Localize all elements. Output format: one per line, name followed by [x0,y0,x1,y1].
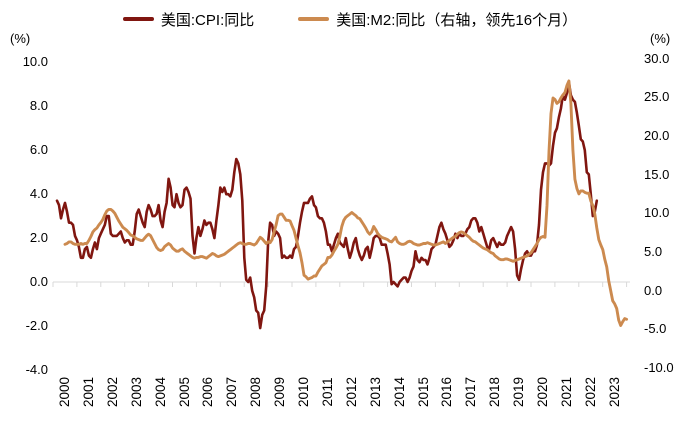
x-axis-year-label: 2014 [391,376,407,408]
right-y-axis-tick-label: 30.0 [644,50,670,66]
x-axis-year-label: 2008 [248,376,264,408]
m2-line [63,79,629,327]
x-axis-year-label: 2011 [319,377,335,407]
right-y-axis-tick-label: 25.0 [644,89,670,105]
x-axis-year-label: 2007 [224,376,240,408]
left-axis-unit-label: (%) [10,31,31,46]
m2-legend-line-swatch [298,17,330,21]
cpi-legend-line-swatch [122,17,154,21]
right-y-axis-tick-label: -5.0 [644,321,667,337]
right-y-axis-tick-label: 10.0 [644,205,670,221]
x-axis-year-label: 2017 [463,376,479,408]
left-y-axis-tick-label: 10.0 [22,54,48,70]
left-y-axis-tick-label: 0.0 [29,274,48,289]
chart-legend: 美国:CPI:同比 美国:M2:同比（右轴，领先16个月） [0,8,700,30]
x-axis-year-label: 2016 [439,376,455,408]
x-axis-year-label: 2023 [606,376,622,408]
cpi-legend-label: 美国:CPI:同比 [160,11,255,29]
right-y-axis-tick-label: 15.0 [644,166,670,182]
x-axis-year-label: 2010 [296,376,311,408]
x-axis-year-label: 2021 [558,376,574,408]
x-axis-year-label: 2019 [511,376,527,408]
x-axis-year-label: 2002 [104,376,120,408]
x-axis-year-label: 2006 [200,376,216,408]
x-axis-year-label: 2022 [582,376,598,408]
x-axis-year-label: 2003 [128,376,144,408]
legend-item-m2: 美国:M2:同比（右轴，领先16个月） [298,9,577,30]
right-y-axis-tick-label: 20.0 [644,127,670,143]
x-axis-year-label: 2013 [367,376,383,408]
left-y-axis-tick-label: -4.0 [25,361,48,377]
left-y-axis-tick-label: 4.0 [29,186,48,202]
x-axis-year-label: 2020 [535,376,550,408]
m2-legend-label: 美国:M2:同比（右轴，领先16个月） [336,11,578,29]
cpi-line [55,80,599,330]
x-axis-year-label: 2018 [487,376,503,408]
x-axis-year-label: 2012 [343,376,359,408]
left-y-axis-tick-label: 8.0 [29,98,48,114]
x-axis-year-label: 2001 [80,376,96,408]
left-y-axis-tick-label: -2.0 [25,317,48,333]
right-y-axis-tick-label: 0.0 [644,282,663,298]
left-y-axis-tick-label: 6.0 [29,142,48,158]
right-y-axis-tick-label: -10.0 [644,360,674,376]
x-axis-year-label: 2009 [272,376,288,408]
legend-item-cpi: 美国:CPI:同比 [122,9,255,30]
x-axis-year-label: 2015 [415,376,431,408]
left-y-axis-tick-label: 2.0 [29,230,48,246]
x-axis-year-label: 2004 [152,376,168,408]
x-axis-year-label: 2000 [57,376,72,408]
x-axis-year-label: 2005 [176,376,192,408]
right-y-axis-tick-label: 5.0 [644,244,663,259]
right-axis-unit-label: (%) [650,31,671,46]
